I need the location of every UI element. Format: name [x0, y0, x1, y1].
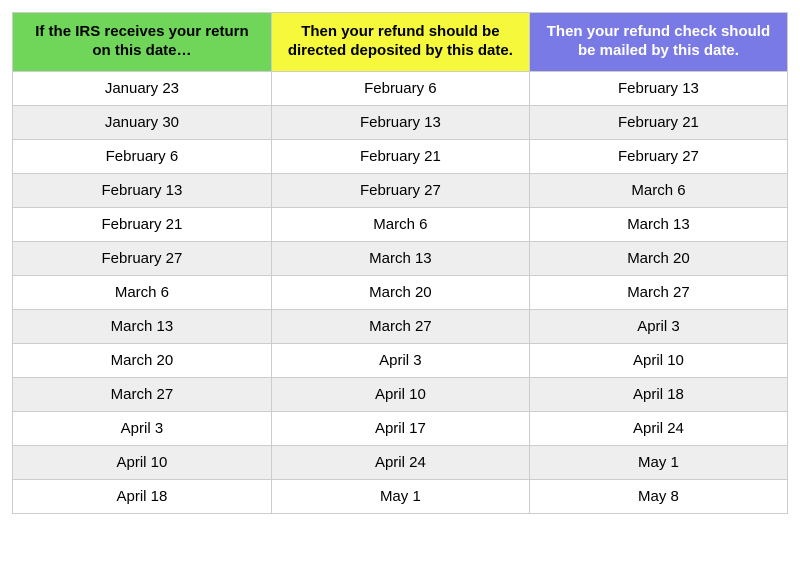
- table-cell: April 10: [529, 343, 787, 377]
- table-cell: January 30: [13, 105, 272, 139]
- table-cell: February 13: [13, 173, 272, 207]
- table-cell: February 21: [271, 139, 529, 173]
- table-body: January 23February 6February 13January 3…: [13, 71, 788, 513]
- refund-schedule-table: If the IRS receives your return on this …: [12, 12, 788, 514]
- table-cell: March 13: [271, 241, 529, 275]
- table-row: February 6February 21February 27: [13, 139, 788, 173]
- table-cell: March 20: [13, 343, 272, 377]
- table-cell: February 13: [271, 105, 529, 139]
- table-cell: April 17: [271, 411, 529, 445]
- table-row: February 21March 6March 13: [13, 207, 788, 241]
- table-cell: February 27: [13, 241, 272, 275]
- table-cell: April 24: [529, 411, 787, 445]
- table-cell: February 27: [271, 173, 529, 207]
- table-cell: May 1: [529, 445, 787, 479]
- table-header-row: If the IRS receives your return on this …: [13, 13, 788, 72]
- table-row: March 20April 3April 10: [13, 343, 788, 377]
- table-cell: February 21: [13, 207, 272, 241]
- table-cell: January 23: [13, 71, 272, 105]
- table-cell: March 6: [271, 207, 529, 241]
- table-cell: February 6: [13, 139, 272, 173]
- table-cell: April 24: [271, 445, 529, 479]
- table-cell: February 13: [529, 71, 787, 105]
- table-cell: April 10: [271, 377, 529, 411]
- table-row: April 10April 24May 1: [13, 445, 788, 479]
- table-row: April 3April 17April 24: [13, 411, 788, 445]
- table-row: March 6March 20March 27: [13, 275, 788, 309]
- table-row: January 30February 13February 21: [13, 105, 788, 139]
- table-cell: March 20: [529, 241, 787, 275]
- table-cell: April 3: [271, 343, 529, 377]
- table-cell: April 18: [13, 479, 272, 513]
- table-cell: April 10: [13, 445, 272, 479]
- table-row: April 18May 1May 8: [13, 479, 788, 513]
- table-cell: March 6: [529, 173, 787, 207]
- table-row: March 13March 27April 3: [13, 309, 788, 343]
- table-cell: April 3: [13, 411, 272, 445]
- table-cell: February 6: [271, 71, 529, 105]
- table-cell: February 21: [529, 105, 787, 139]
- column-header: Then your refund check should be mailed …: [529, 13, 787, 72]
- table-cell: February 27: [529, 139, 787, 173]
- table-cell: April 18: [529, 377, 787, 411]
- table-row: January 23February 6February 13: [13, 71, 788, 105]
- table-cell: March 20: [271, 275, 529, 309]
- table-header: If the IRS receives your return on this …: [13, 13, 788, 72]
- table-cell: May 1: [271, 479, 529, 513]
- table-cell: March 27: [271, 309, 529, 343]
- table-cell: March 27: [529, 275, 787, 309]
- table-cell: April 3: [529, 309, 787, 343]
- table-cell: March 27: [13, 377, 272, 411]
- table-cell: March 13: [13, 309, 272, 343]
- column-header: Then your refund should be directed depo…: [271, 13, 529, 72]
- table-cell: May 8: [529, 479, 787, 513]
- table-row: February 27March 13March 20: [13, 241, 788, 275]
- table-cell: March 13: [529, 207, 787, 241]
- table-row: March 27April 10April 18: [13, 377, 788, 411]
- table-row: February 13February 27March 6: [13, 173, 788, 207]
- column-header: If the IRS receives your return on this …: [13, 13, 272, 72]
- table-cell: March 6: [13, 275, 272, 309]
